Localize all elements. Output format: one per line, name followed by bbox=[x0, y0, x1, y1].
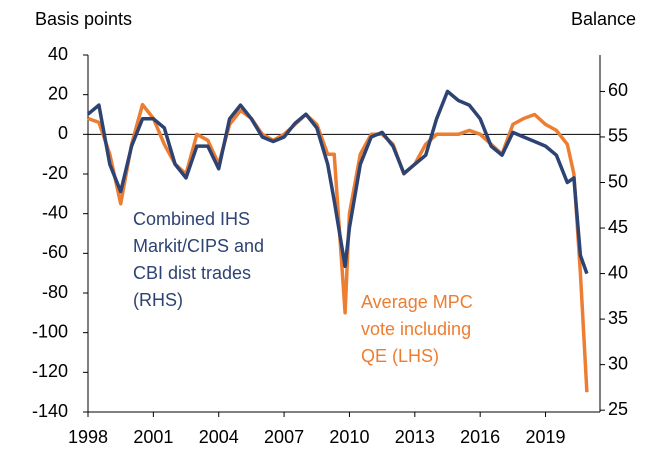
y2-tick-label: 40 bbox=[608, 262, 628, 282]
y-tick-label: -120 bbox=[32, 361, 68, 381]
y-tick-label: -80 bbox=[42, 282, 68, 302]
y2-tick-label: 25 bbox=[608, 399, 628, 419]
y2-axis-title: Balance bbox=[571, 9, 636, 29]
y2-tick-label: 50 bbox=[608, 171, 628, 191]
x-tick-label: 2004 bbox=[199, 427, 239, 447]
y-tick-label: -40 bbox=[42, 202, 68, 222]
y-tick-label: -20 bbox=[42, 163, 68, 183]
y-tick-label: -60 bbox=[42, 242, 68, 262]
y2-tick-label: 55 bbox=[608, 126, 628, 146]
y-tick-label: 40 bbox=[48, 44, 68, 64]
y2-tick-label: 30 bbox=[608, 353, 628, 373]
annotation: CBI dist trades bbox=[133, 263, 251, 283]
annotation: vote including bbox=[361, 319, 471, 339]
y-tick-label: 0 bbox=[58, 123, 68, 143]
y-tick-label: -100 bbox=[32, 321, 68, 341]
y-tick-label: -140 bbox=[32, 401, 68, 421]
x-tick-label: 1998 bbox=[68, 427, 108, 447]
annotation: QE (LHS) bbox=[361, 346, 439, 366]
annotation: Combined IHS bbox=[133, 209, 250, 229]
x-tick-label: 2019 bbox=[526, 427, 566, 447]
annotation: Markit/CIPS and bbox=[133, 236, 264, 256]
annotation: Average MPC bbox=[361, 292, 473, 312]
series-line bbox=[86, 89, 589, 275]
x-tick-label: 2010 bbox=[329, 427, 369, 447]
x-tick-label: 2016 bbox=[460, 427, 500, 447]
y2-tick-label: 35 bbox=[608, 308, 628, 328]
x-tick-label: 2001 bbox=[133, 427, 173, 447]
y2-tick-label: 60 bbox=[608, 80, 628, 100]
y-axis-title: Basis points bbox=[35, 9, 132, 29]
annotation: (RHS) bbox=[133, 290, 183, 310]
y2-tick-label: 45 bbox=[608, 217, 628, 237]
x-tick-label: 2007 bbox=[264, 427, 304, 447]
x-tick-label: 2013 bbox=[395, 427, 435, 447]
y-tick-label: 20 bbox=[48, 83, 68, 103]
